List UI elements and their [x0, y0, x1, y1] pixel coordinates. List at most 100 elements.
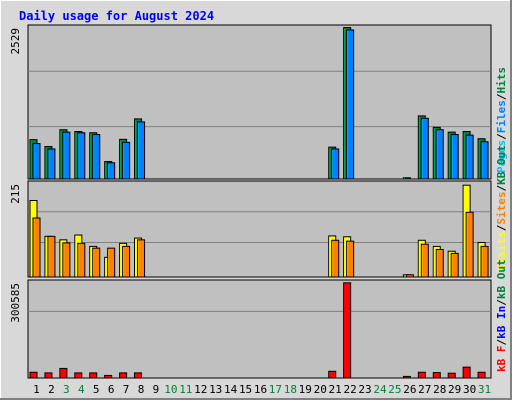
- bar-files-day-22: [346, 29, 355, 180]
- bar-kb-f-day-29: [447, 372, 456, 379]
- series-legend: Pages/Files/Hits: [495, 67, 508, 173]
- legend-entry: Hits: [495, 67, 508, 94]
- legend-entry: Files: [495, 100, 508, 133]
- bar-files-day-4: [77, 132, 86, 180]
- bar-files-day-3: [62, 131, 71, 180]
- bar-sites-day-28: [435, 248, 444, 278]
- bar-sites-day-2: [47, 235, 56, 278]
- bar-sites-day-27: [420, 243, 429, 278]
- x-tick-day-12: 12: [194, 383, 207, 396]
- bar-files-day-1: [32, 143, 41, 180]
- x-tick-day-4: 4: [78, 383, 85, 396]
- legend-entry: kB F: [495, 346, 508, 373]
- bar-files-day-6: [107, 162, 116, 180]
- x-tick-day-15: 15: [239, 383, 252, 396]
- bar-sites-day-3: [62, 242, 71, 278]
- legend-entry: /: [495, 93, 508, 100]
- x-tick-day-30: 30: [463, 383, 476, 396]
- bar-kb-f-day-31: [477, 371, 486, 379]
- x-tick-day-18: 18: [284, 383, 297, 396]
- x-tick-day-16: 16: [254, 383, 267, 396]
- x-tick-day-13: 13: [209, 383, 222, 396]
- bar-kb-f-day-8: [134, 372, 143, 379]
- series-legend: kB F/kB In/kB Out: [495, 259, 508, 372]
- y-max-label: 215: [9, 184, 22, 204]
- x-tick-day-11: 11: [179, 383, 192, 396]
- bar-kb-f-day-2: [44, 372, 53, 379]
- bar-kb-f-day-4: [74, 372, 83, 379]
- legend-entry: /: [495, 299, 508, 306]
- x-tick-day-1: 1: [33, 383, 40, 396]
- x-tick-day-21: 21: [329, 383, 342, 396]
- panel-plot-area: [27, 279, 492, 379]
- bar-sites-day-6: [107, 247, 116, 278]
- bar-sites-day-7: [122, 245, 131, 278]
- series-legend: Visits/Sites/KB Out: [495, 145, 508, 271]
- bar-sites-day-31: [480, 245, 489, 278]
- bar-files-day-30: [465, 134, 474, 180]
- bar-sites-day-22: [346, 240, 355, 278]
- bar-kb-f-day-1: [29, 371, 38, 379]
- bar-hits-day-26: [402, 177, 411, 180]
- legend-entry: Sites: [495, 192, 508, 225]
- y-max-label: 300585: [9, 283, 22, 323]
- bar-kb-f-day-7: [119, 372, 128, 379]
- x-tick-day-26: 26: [403, 383, 416, 396]
- bar-kb-f-day-6: [104, 374, 113, 379]
- x-tick-day-14: 14: [224, 383, 238, 396]
- x-tick-day-3: 3: [63, 383, 70, 396]
- bar-sites-day-26: [405, 274, 414, 278]
- legend-entry: /: [495, 133, 508, 140]
- bar-files-day-5: [92, 134, 101, 180]
- bar-sites-day-8: [137, 239, 146, 278]
- x-tick-day-20: 20: [314, 383, 327, 396]
- x-tick-day-10: 10: [164, 383, 177, 396]
- x-tick-day-8: 8: [138, 383, 145, 396]
- bar-kb-f-day-26: [402, 375, 411, 379]
- x-tick-day-27: 27: [418, 383, 431, 396]
- x-tick-day-6: 6: [108, 383, 115, 396]
- bar-kb-f-day-22: [343, 282, 352, 379]
- bar-sites-day-4: [77, 242, 86, 278]
- bar-sites-day-29: [450, 252, 459, 278]
- x-tick-day-19: 19: [299, 383, 312, 396]
- legend-entry: kB Out: [495, 259, 508, 299]
- bar-kb-f-day-5: [89, 372, 98, 379]
- bar-files-day-27: [420, 117, 429, 180]
- bar-files-day-21: [331, 148, 340, 180]
- x-tick-day-17: 17: [269, 383, 282, 396]
- bar-kb-f-day-27: [417, 371, 426, 379]
- x-tick-day-24: 24: [373, 383, 387, 396]
- bar-kb-f-day-3: [59, 367, 68, 379]
- x-tick-day-23: 23: [358, 383, 371, 396]
- panel-plot-area: [27, 24, 492, 180]
- x-tick-day-5: 5: [93, 383, 100, 396]
- bar-kb-f-day-30: [462, 366, 471, 379]
- bar-files-day-8: [137, 121, 146, 180]
- legend-entry: /: [495, 185, 508, 192]
- legend-entry: /: [495, 339, 508, 346]
- bar-files-day-29: [450, 134, 459, 180]
- y-max-label: 2529: [9, 28, 22, 55]
- x-tick-day-25: 25: [388, 383, 401, 396]
- bar-sites-day-1: [32, 217, 41, 278]
- x-axis-labels: 1 2 3 4 5 6 7 8 9 10 11 12 13 14 15 16 17 18 19 20 21 22 23 24 2…: [33, 383, 491, 396]
- bar-sites-day-5: [92, 247, 101, 278]
- bar-files-day-2: [47, 148, 56, 180]
- x-tick-day-9: 9: [153, 383, 160, 396]
- bar-sites-day-30: [465, 211, 474, 278]
- x-tick-day-31: 31: [478, 383, 491, 396]
- x-tick-day-28: 28: [433, 383, 446, 396]
- x-tick-day-7: 7: [123, 383, 130, 396]
- x-tick-day-2: 2: [48, 383, 55, 396]
- x-tick-day-29: 29: [448, 383, 461, 396]
- x-tick-day-22: 22: [343, 383, 356, 396]
- legend-entry: Visits: [495, 231, 508, 271]
- bar-files-day-7: [122, 141, 131, 180]
- legend-entry: Pages: [495, 140, 508, 173]
